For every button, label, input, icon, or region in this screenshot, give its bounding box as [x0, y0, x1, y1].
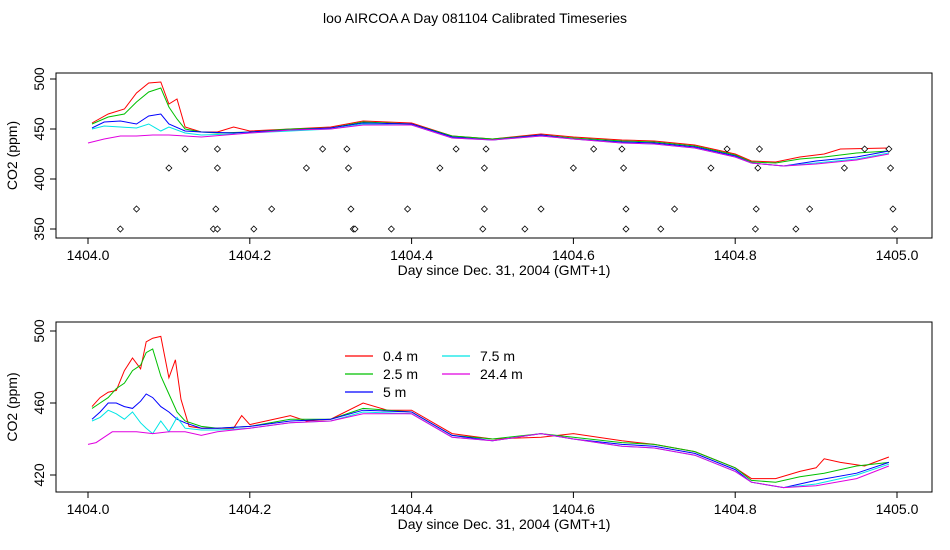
calibration-point [132, 205, 141, 213]
x-tick-label: 1404.0 [67, 501, 110, 517]
x-tick-label: 1404.0 [67, 247, 110, 263]
calibration-point [657, 225, 665, 233]
calibration-point [268, 205, 276, 213]
calibration-point [344, 164, 353, 172]
calibration-point [213, 145, 222, 153]
legend-label: 2.5 m [383, 366, 418, 382]
x-tick-label: 1405.0 [876, 247, 919, 263]
legend-label: 24.4 m [480, 366, 523, 382]
calibration-point [213, 164, 222, 172]
calibration-point [116, 225, 124, 233]
y-tick-label: 500 [31, 67, 47, 91]
x-tick-label: 1405.0 [876, 501, 919, 517]
series-line-5 [87, 124, 889, 167]
x-tick-label: 1404.2 [228, 501, 271, 517]
calibration-point [891, 225, 899, 233]
legend-label: 5 m [383, 384, 406, 400]
y-axis-label: CO2 (ppm) [4, 121, 20, 190]
calibration-point [670, 205, 679, 213]
x-tick-label: 1404.4 [390, 247, 433, 263]
plot-frame [55, 72, 933, 239]
panel-bottom: 1404.0 1404.2 1404.4 1404.6 1404.8 1405.0 420 4… [4, 319, 933, 532]
y-tick-label: 350 [31, 217, 47, 241]
calibration-point [319, 145, 327, 153]
series-line-3 [91, 393, 890, 489]
y-tick-label: 500 [31, 319, 47, 343]
x-axis-label: Day since Dec. 31, 2004 (GMT+1) [398, 516, 611, 532]
calibration-point [436, 164, 444, 172]
x-tick-label: 1404.6 [552, 501, 595, 517]
x-tick-label: 1404.2 [228, 247, 271, 263]
calibration-point [622, 205, 630, 213]
calibration-point [618, 145, 626, 153]
calibration-point [479, 225, 487, 233]
x-tick-label: 1404.8 [714, 247, 757, 263]
calibration-point [537, 205, 545, 213]
series-line-5 [87, 413, 890, 489]
calibration-point [212, 205, 220, 213]
calibration-point [403, 205, 412, 213]
calibration-point [165, 164, 173, 172]
calibration-point [861, 145, 869, 153]
calibration-point [889, 205, 897, 213]
series-line-4 [91, 409, 890, 489]
calibration-point [347, 205, 355, 213]
x-axis-label: Day since Dec. 31, 2004 (GMT+1) [398, 262, 611, 278]
calibration-point [792, 225, 800, 233]
calibration-point [590, 145, 598, 153]
calibration-point [622, 225, 630, 233]
calibration-point [886, 164, 895, 172]
calibration-point [707, 164, 715, 172]
calibration-point [569, 164, 577, 172]
calibration-point [452, 145, 460, 153]
x-tick-label: 1404.6 [552, 247, 595, 263]
series-line-2 [91, 348, 889, 483]
panel-top: 1404.0 1404.2 1404.4 1404.6 1404.8 1405.0 350 4… [4, 67, 933, 278]
y-tick-label: 400 [31, 167, 47, 191]
legend-label: 7.5 m [480, 348, 515, 364]
calibration-point [351, 225, 359, 233]
series-line-1 [91, 335, 890, 480]
calibration-point [752, 205, 760, 213]
calibration-point [480, 164, 488, 172]
calibration-point [840, 164, 848, 172]
calibration-point [482, 145, 490, 153]
series-line-1 [91, 81, 889, 163]
calibration-point [302, 164, 310, 172]
y-axis-label: CO2 (ppm) [4, 372, 20, 441]
calibration-point [213, 225, 222, 233]
figure-title: loo AIRCOA A Day 081104 Calibrated Times… [322, 10, 627, 26]
y-tick-label: 460 [31, 391, 47, 415]
calibration-point [755, 145, 764, 153]
series-line-2 [91, 87, 889, 164]
calibration-point [250, 225, 258, 233]
calibration-point [723, 145, 731, 153]
calibration-point [387, 225, 395, 233]
calibration-point [885, 145, 893, 153]
x-tick-label: 1404.4 [390, 501, 433, 517]
calibration-point [521, 225, 529, 233]
calibration-point [754, 164, 762, 172]
calibration-point [480, 205, 488, 213]
plot-frame [55, 321, 933, 493]
calibration-point [619, 164, 628, 172]
calibration-point [751, 225, 759, 233]
y-tick-label: 420 [31, 463, 47, 487]
calibration-point [806, 205, 814, 213]
x-tick-label: 1404.8 [714, 501, 757, 517]
calibration-point [181, 145, 189, 153]
calibration-point [343, 145, 351, 153]
series-line-4 [91, 123, 889, 167]
legend-label: 0.4 m [383, 348, 418, 364]
y-tick-label: 450 [31, 117, 47, 141]
